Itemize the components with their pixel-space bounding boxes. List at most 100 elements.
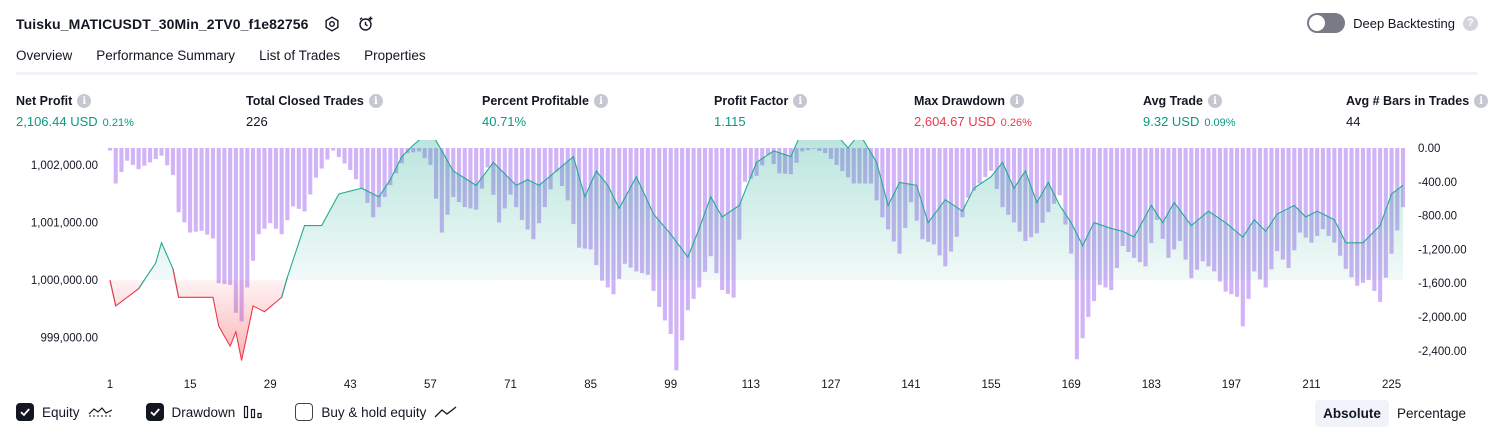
metric-percent: 0.09% <box>1204 117 1236 129</box>
x-tick-label: 15 <box>184 379 197 391</box>
percentage-button[interactable]: Percentage <box>1396 406 1466 421</box>
drawdown-bar <box>983 148 988 178</box>
x-tick-label: 71 <box>504 379 517 391</box>
drawdown-bar <box>1303 148 1308 238</box>
drawdown-bar <box>1046 148 1051 213</box>
tab-performance-summary[interactable]: Performance Summary <box>96 48 236 63</box>
y-right-tick-label: -1,600.00 <box>1418 278 1467 290</box>
info-icon[interactable]: i <box>1207 94 1222 108</box>
help-icon[interactable]: ? <box>1463 15 1478 31</box>
equity-line <box>109 140 1404 361</box>
add-alert-icon[interactable] <box>355 13 377 35</box>
drawdown-bar <box>205 148 210 235</box>
drawdown-bar <box>325 148 330 160</box>
drawdown-bar <box>342 148 347 164</box>
drawdown-bar <box>359 148 364 189</box>
drawdown-bar <box>937 148 942 256</box>
drawdown-bar <box>914 148 919 221</box>
x-tick-label: 155 <box>982 379 1001 391</box>
drawdown-bar <box>1103 148 1108 288</box>
absolute-button[interactable]: Absolute <box>1315 400 1389 427</box>
equity-loss-area <box>110 280 1403 361</box>
x-tick-label: 43 <box>344 379 357 391</box>
drawdown-bar <box>348 148 353 170</box>
drawdown-bar <box>1326 148 1331 236</box>
drawdown-bar <box>542 148 547 208</box>
legend-buy-hold-equity[interactable]: Buy & hold equity <box>295 403 458 421</box>
drawdown-bar <box>268 148 273 224</box>
drawdown-bar <box>989 148 994 171</box>
drawdown-bar <box>1080 148 1085 339</box>
drawdown-bar <box>1177 148 1182 241</box>
drawdown-bar <box>1315 148 1320 236</box>
x-tick-label: 225 <box>1382 379 1401 391</box>
drawdown-bar <box>474 148 479 210</box>
drawdown-bar <box>954 148 959 237</box>
drawdown-checkbox[interactable] <box>145 403 164 421</box>
y-right-tick-label: -2,000.00 <box>1418 312 1467 324</box>
drawdown-bar <box>1114 148 1119 269</box>
y-left-tick-label: 1,000,000.00 <box>31 275 98 287</box>
drawdown-bar <box>908 148 914 203</box>
drawdown-bars-icon <box>243 405 263 419</box>
drawdown-bar <box>554 148 559 172</box>
equity-line-icon <box>88 405 114 419</box>
info-icon[interactable]: i <box>1474 94 1489 108</box>
info-icon[interactable]: i <box>77 94 92 108</box>
x-tick-label: 57 <box>424 379 437 391</box>
info-icon[interactable]: i <box>793 94 808 108</box>
metric-label: Max Drawdown <box>914 94 1005 108</box>
drawdown-bar <box>920 148 925 240</box>
x-tick-label: 1 <box>107 379 113 391</box>
drawdown-bar <box>193 148 198 232</box>
metric-label: Avg # Bars in Trades <box>1346 94 1470 108</box>
tab-list-of-trades[interactable]: List of Trades <box>259 48 341 63</box>
x-tick-label: 85 <box>584 379 597 391</box>
drawdown-bar <box>1372 148 1377 291</box>
drawdown-bar <box>685 148 690 311</box>
settings-icon[interactable] <box>321 13 343 35</box>
drawdown-bar <box>1086 148 1091 318</box>
drawdown-bar <box>1320 148 1325 230</box>
y-right-tick-label: -800.00 <box>1418 211 1457 223</box>
equity-drawdown-chart[interactable]: 1,002,000.00 1,001,000.00 1,000,000.00 999,… <box>0 140 1494 396</box>
drawdown-bar <box>994 148 999 189</box>
drawdown-bar <box>245 148 250 288</box>
drawdown-bar <box>399 148 404 164</box>
drawdown-bar <box>376 148 381 208</box>
x-axis: 1 15 29 43 57 71 85 99 113 127 141 155 169 183 197 211 2… <box>107 379 1401 391</box>
drawdown-bar <box>1189 148 1194 279</box>
info-icon[interactable]: i <box>1010 94 1024 108</box>
drawdown-bar <box>188 148 193 233</box>
tab-overview[interactable]: Overview <box>16 46 73 75</box>
equity-checkbox[interactable] <box>16 403 34 421</box>
legend-equity[interactable]: Equity <box>16 403 114 421</box>
y-axis-right: 0.00 -400.00 -800.00 -1,200.00 -1,600.00 -2,0… <box>1418 143 1467 358</box>
drawdown-bar <box>1172 148 1177 250</box>
metric-value: 40.71% <box>482 114 527 129</box>
drawdown-bar <box>508 148 513 195</box>
y-right-tick-label: -2,400.00 <box>1418 346 1467 358</box>
strategy-header: Tuisku_MATICUSDT_30Min_2TV0_f1e82756 <box>16 12 377 36</box>
info-icon[interactable]: i <box>368 94 383 108</box>
buy-hold-checkbox[interactable] <box>295 403 314 421</box>
drawdown-bar <box>1229 148 1234 295</box>
drawdown-bar <box>1223 148 1228 292</box>
drawdown-bar <box>977 148 982 184</box>
deep-backtesting-toggle[interactable] <box>1307 13 1346 33</box>
equity-line-loss <box>172 268 288 361</box>
drawdown-bar <box>1280 148 1285 260</box>
drawdown-bar <box>285 148 290 221</box>
metric-value: 2,106.44 USD <box>16 114 98 129</box>
legend-drawdown[interactable]: Drawdown <box>145 403 264 421</box>
drawdown-bar <box>1349 148 1354 278</box>
drawdown-bar <box>1309 148 1314 243</box>
drawdown-bar <box>250 148 256 261</box>
metric-label: Total Closed Trades <box>246 94 364 108</box>
drawdown-bar <box>1069 148 1074 254</box>
deep-backtesting-label: Deep Backtesting <box>1353 15 1455 31</box>
drawdown-bar <box>1183 148 1188 260</box>
tab-properties[interactable]: Properties <box>364 48 426 63</box>
info-icon[interactable]: i <box>593 94 608 108</box>
drawdown-bar <box>394 148 399 174</box>
